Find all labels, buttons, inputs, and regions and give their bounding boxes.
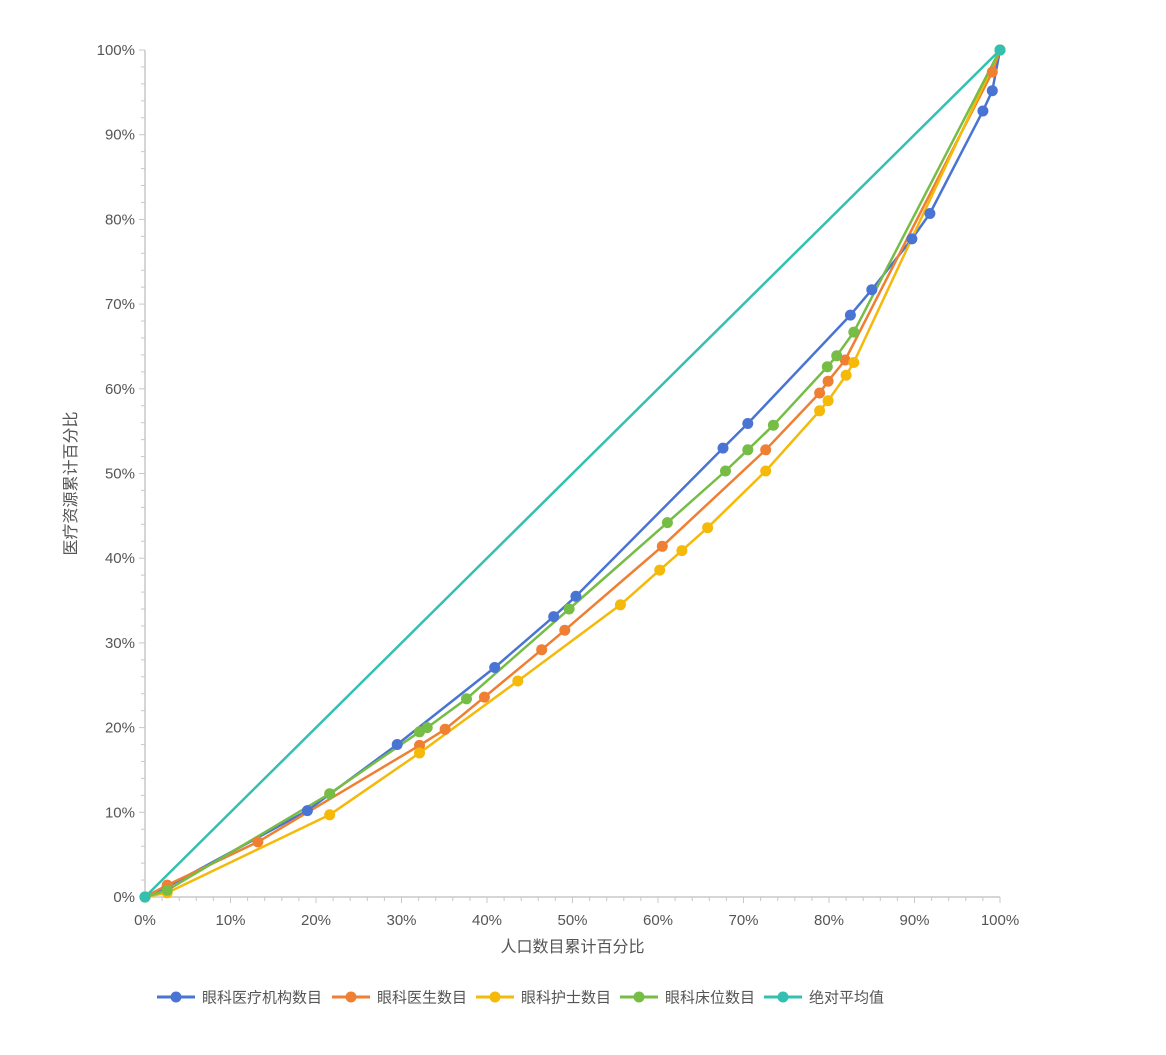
legend-item[interactable]: 眼科护士数目 [476, 990, 611, 1007]
y-tick-label: 40% [105, 550, 135, 567]
data-point[interactable] [844, 309, 856, 321]
data-point[interactable] [439, 723, 451, 735]
y-tick-label: 70% [105, 296, 135, 313]
data-point[interactable] [414, 739, 425, 751]
legend: 眼科医疗机构数目 眼科医生数目 眼科护士数目 眼科床位数目 绝对平均值 [157, 990, 884, 1007]
data-point[interactable] [489, 662, 501, 673]
y-axis: 0% 10% 20% 30% 40% 50% 60% 70% 80% 90% 100% [97, 42, 146, 906]
data-point[interactable] [139, 891, 151, 903]
x-tick-label: 20% [301, 912, 331, 929]
x-tick-label: 90% [899, 912, 929, 929]
series-markers-4 [139, 44, 1006, 903]
data-point[interactable] [702, 522, 714, 534]
data-point[interactable] [977, 105, 989, 117]
legend-item[interactable]: 眼科医生数目 [332, 990, 467, 1007]
data-point[interactable] [252, 836, 264, 848]
data-point[interactable] [831, 350, 843, 362]
data-point[interactable] [814, 405, 826, 417]
data-point[interactable] [559, 624, 571, 636]
y-tick-label: 10% [105, 804, 135, 821]
legend-label: 眼科护士数目 [521, 990, 611, 1007]
data-point[interactable] [512, 675, 524, 687]
legend-label: 绝对平均值 [809, 990, 884, 1007]
y-axis-title: 医疗资源累计百分比 [62, 411, 80, 555]
data-point[interactable] [767, 419, 779, 431]
data-point[interactable] [906, 233, 918, 245]
data-point[interactable] [760, 444, 772, 456]
series-layer [139, 44, 1006, 903]
legend-marker-icon [777, 991, 789, 1003]
legend-item[interactable]: 眼科床位数目 [620, 990, 755, 1007]
data-point[interactable] [614, 599, 626, 611]
data-point[interactable] [548, 611, 560, 623]
data-point[interactable] [461, 693, 472, 705]
legend-item[interactable]: 绝对平均值 [764, 990, 884, 1007]
legend-label: 眼科医生数目 [377, 990, 467, 1007]
legend-label: 眼科床位数目 [665, 990, 755, 1007]
data-point[interactable] [570, 590, 582, 602]
x-tick-label: 10% [215, 912, 245, 929]
data-point[interactable] [421, 722, 433, 734]
data-point[interactable] [986, 66, 998, 78]
x-tick-label: 40% [472, 912, 502, 929]
x-axis: 0% 10% 20% 30% 40% 50% 60% 70% 80% 90% 100% [134, 896, 1019, 929]
x-tick-label: 100% [981, 912, 1019, 929]
data-point[interactable] [821, 361, 833, 373]
data-point[interactable] [848, 326, 860, 338]
data-point[interactable] [822, 375, 834, 387]
x-tick-label: 0% [134, 912, 156, 929]
data-point[interactable] [760, 465, 772, 477]
data-point[interactable] [720, 465, 731, 477]
series-line [144, 49, 1001, 898]
y-tick-label: 80% [105, 211, 135, 228]
y-tick-label: 0% [113, 889, 135, 906]
y-tick-label: 60% [105, 381, 135, 398]
data-point[interactable] [814, 387, 826, 399]
data-point[interactable] [536, 644, 548, 656]
data-point[interactable] [661, 517, 673, 529]
data-point[interactable] [654, 564, 666, 576]
data-point[interactable] [717, 442, 729, 454]
legend-marker-icon [489, 991, 501, 1003]
y-tick-label: 30% [105, 635, 135, 652]
y-tick-label: 20% [105, 720, 135, 737]
x-axis-title: 人口数目累计百分比 [500, 938, 644, 956]
data-point[interactable] [161, 884, 173, 896]
data-point[interactable] [994, 44, 1006, 56]
data-point[interactable] [391, 739, 403, 750]
data-point[interactable] [924, 208, 936, 219]
data-point[interactable] [839, 354, 851, 366]
x-tick-label: 30% [386, 912, 416, 929]
data-point[interactable] [676, 545, 688, 557]
y-tick-label: 100% [97, 42, 135, 59]
series-4 [144, 49, 1001, 898]
x-tick-label: 60% [643, 912, 673, 929]
data-point[interactable] [848, 357, 860, 368]
data-point[interactable] [478, 691, 490, 703]
data-point[interactable] [986, 85, 998, 97]
data-point[interactable] [301, 805, 313, 817]
data-point[interactable] [742, 444, 754, 456]
legend-item[interactable]: 眼科医疗机构数目 [157, 990, 322, 1007]
data-point[interactable] [414, 747, 425, 759]
legend-marker-icon [633, 991, 645, 1003]
x-tick-label: 50% [557, 912, 587, 929]
y-tick-label: 90% [105, 127, 135, 144]
data-point[interactable] [742, 418, 754, 429]
data-point[interactable] [324, 809, 336, 821]
data-point[interactable] [822, 395, 834, 407]
data-point[interactable] [656, 540, 668, 552]
data-point[interactable] [840, 369, 852, 381]
y-tick-label: 50% [105, 466, 135, 483]
legend-marker-icon [170, 991, 182, 1003]
x-tick-label: 80% [814, 912, 844, 929]
data-point[interactable] [866, 284, 878, 296]
data-point[interactable] [324, 788, 336, 800]
legend-label: 眼科医疗机构数目 [202, 990, 322, 1007]
legend-marker-icon [345, 991, 357, 1003]
data-point[interactable] [563, 603, 575, 615]
x-tick-label: 70% [728, 912, 758, 929]
